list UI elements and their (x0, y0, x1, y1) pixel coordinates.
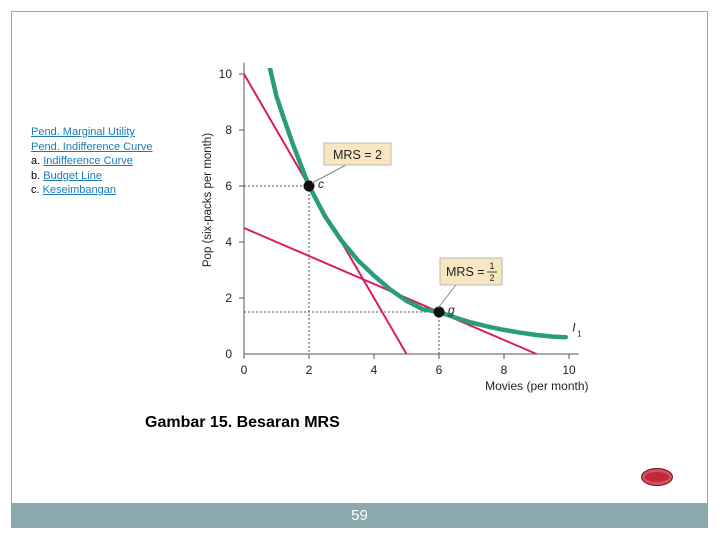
y-tick-label: 0 (225, 347, 232, 361)
slide-frame (11, 11, 708, 528)
nav-links: Pend. Marginal Utility Pend. Indifference… (31, 125, 152, 198)
nav-item: a. Indifference Curve (31, 154, 152, 169)
x-tick-label: 2 (306, 363, 313, 377)
annotation-leader (311, 164, 347, 184)
point-label: g (448, 303, 455, 317)
x-tick-label: 8 (501, 363, 508, 377)
mrs-chart: 0 2 4 6 8 10 0 2 4 6 8 10 Movies (per month) Pop (six… (202, 62, 589, 393)
nav-item: b. Budget Line (31, 169, 152, 184)
mrs-label-g: MRS = (446, 265, 485, 279)
mrs-label-c: MRS = 2 (333, 148, 382, 162)
y-tick-label: 8 (225, 123, 232, 137)
nav-item: c. Keseimbangan (31, 183, 152, 198)
nav-link[interactable]: Keseimbangan (42, 184, 117, 196)
nav-link[interactable]: Indifference Curve (43, 155, 133, 167)
indifference-curve (267, 68, 569, 340)
mrs-box-c (323, 142, 392, 166)
y-tick-label: 6 (225, 179, 232, 193)
x-tick-label: 10 (562, 363, 576, 377)
point-label: c (318, 177, 324, 191)
point-c (303, 180, 315, 192)
x-tick-label: 6 (436, 363, 443, 377)
y-axis-label: Pop (six-packs per month) (202, 133, 214, 267)
nav-item-prefix: b. (31, 169, 44, 182)
annotation-leader (437, 284, 457, 309)
home-button[interactable] (641, 468, 673, 486)
y-tick-label: 2 (225, 291, 232, 305)
mrs-fraction-denominator: 2 (489, 273, 494, 283)
nav-link[interactable]: Pend. Marginal Utility (31, 126, 135, 138)
nav-item-prefix: c. (31, 184, 43, 196)
figure-caption: Gambar 15. Besaran MRS (145, 414, 340, 431)
y-tick-label: 4 (225, 235, 232, 249)
footer-bar: 59 (11, 503, 708, 528)
nav-link[interactable]: Pend. Indifference Curve (31, 140, 153, 153)
nav-item: Pend. Marginal Utility (31, 125, 152, 140)
point-g (433, 306, 445, 318)
nav-item: Pend. Indifference Curve (31, 140, 152, 155)
y-tick-label: 10 (219, 67, 233, 81)
mrs-fraction-numerator: 1 (489, 261, 494, 271)
curve-label: I (572, 321, 576, 335)
nav-item-prefix: a. (31, 155, 44, 167)
x-tick-label: 4 (371, 363, 378, 377)
mrs-box-g (439, 257, 503, 286)
x-tick-label: 0 (241, 363, 248, 377)
x-axis-label: Movies (per month) (485, 379, 588, 393)
nav-link[interactable]: Budget Line (43, 169, 102, 182)
curve-label-subscript: 1 (577, 330, 582, 339)
page-number: 59 (351, 507, 368, 524)
